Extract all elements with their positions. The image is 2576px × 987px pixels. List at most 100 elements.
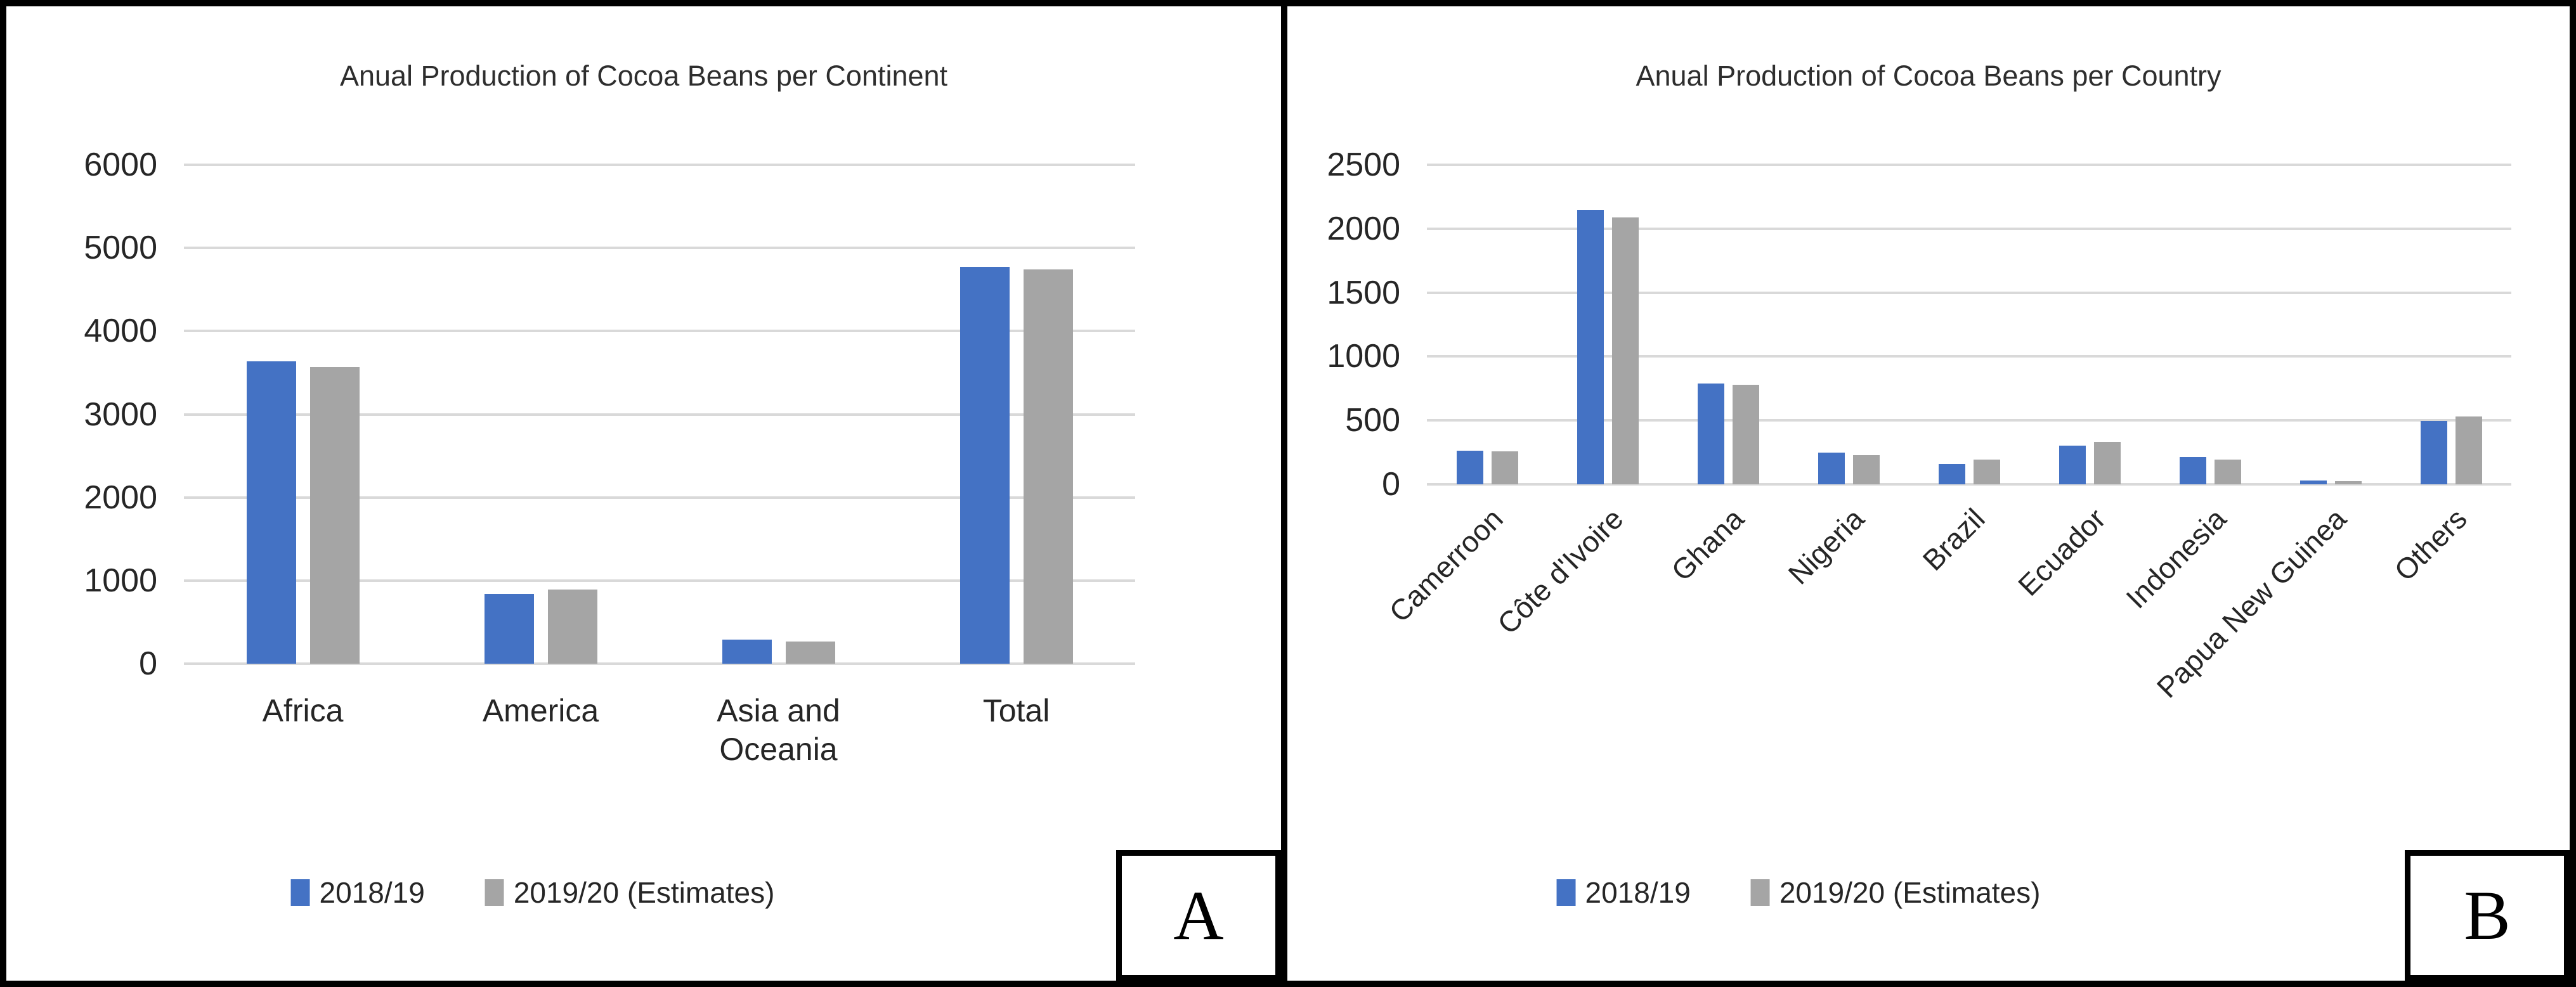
bar-pair bbox=[484, 590, 597, 664]
category-slot bbox=[1909, 165, 2029, 484]
bar-2018/19-Ecuador bbox=[2059, 446, 2086, 484]
category-slot bbox=[660, 165, 897, 664]
bar-2018/19-Asia and Oceania bbox=[722, 640, 772, 664]
bar-2018/19-Brazil bbox=[1938, 464, 1965, 484]
bars-layer bbox=[1427, 165, 2511, 484]
category-slot bbox=[1668, 165, 1788, 484]
panel-letter-a: A bbox=[1173, 877, 1224, 954]
bar-2018/19-Indonesia bbox=[2179, 457, 2206, 484]
category-slot bbox=[1547, 165, 1668, 484]
bar-2019/20-Nigeria bbox=[1852, 455, 1880, 484]
bar-2019/20-Côte d'Ivoire bbox=[1611, 217, 1639, 484]
legend-item-2018-19: 2018/19 bbox=[1556, 875, 1691, 910]
x-axis-label: America bbox=[482, 693, 599, 728]
y-axis-tick-label: 0 bbox=[1382, 466, 1400, 503]
legend-item-2019-20: 2019/20 (Estimates) bbox=[1750, 875, 2041, 910]
plot-area: 0 500 1000 1500 2000 2500 Camerroon Côte d'Ivoi… bbox=[1327, 148, 2511, 704]
bar-pair bbox=[2059, 442, 2121, 484]
legend-label-2019-20: 2019/20 (Estimates) bbox=[513, 876, 775, 909]
y-axis-tick-label: 5000 bbox=[84, 229, 157, 267]
legend-label-2018-19: 2018/19 bbox=[319, 876, 425, 909]
bar-2018/19-Papua New Guinea bbox=[2300, 481, 2327, 484]
gridline-500 bbox=[1427, 419, 2511, 422]
legend-label-2018-19: 2018/19 bbox=[1585, 876, 1691, 909]
y-axis-tick-label: 1000 bbox=[1327, 338, 1400, 375]
legend-item-2019-20: 2019/20 (Estimates) bbox=[485, 875, 775, 910]
legend-label-2019-20: 2019/20 (Estimates) bbox=[1779, 876, 2041, 909]
bar-pair bbox=[1818, 453, 1880, 484]
gridline-1500 bbox=[1427, 291, 2511, 294]
bar-2019/20-Asia and Oceania bbox=[785, 642, 835, 664]
category-slot bbox=[2029, 165, 2150, 484]
legend: 2018/19 2019/20 (Estimates) bbox=[290, 875, 775, 910]
y-axis-tick-label: 500 bbox=[1345, 402, 1400, 439]
bar-2019/20-Total bbox=[1023, 269, 1073, 664]
bar-2019/20-Ghana bbox=[1732, 385, 1759, 484]
category-slot bbox=[422, 165, 660, 664]
bar-2019/20-America bbox=[547, 590, 597, 664]
bar-2018/19-Ghana bbox=[1697, 384, 1724, 484]
x-axis-label: Indonesia bbox=[2119, 501, 2232, 615]
legend-swatch-2019-20 bbox=[1750, 879, 1770, 906]
gridline-2000 bbox=[1427, 227, 2511, 230]
x-axis-label: Total bbox=[982, 693, 1050, 728]
x-axis-label: Camerroon bbox=[1382, 501, 1509, 629]
figure-panel-a: Anual Production of Cocoa Beans per Cont… bbox=[6, 6, 1281, 981]
bar-2019/20-Papua New Guinea bbox=[2334, 481, 2362, 484]
category-slot bbox=[1788, 165, 1909, 484]
legend-item-2018-19: 2018/19 bbox=[290, 875, 425, 910]
x-axis-label: Ghana bbox=[1665, 501, 1750, 588]
bar-pair bbox=[1577, 210, 1639, 484]
bars-layer bbox=[184, 165, 1135, 664]
figure-panel-b: Anual Production of Cocoa Beans per Coun… bbox=[1281, 6, 2570, 981]
x-axis-label: Côte d'Ivoire bbox=[1491, 501, 1630, 641]
legend-swatch-2019-20 bbox=[485, 879, 504, 906]
bar-2019/20-Brazil bbox=[1973, 460, 2000, 484]
gridline-0 bbox=[184, 662, 1135, 665]
chart-title: Anual Production of Cocoa Beans per Cont… bbox=[339, 60, 948, 92]
x-axis-label: Nigeria bbox=[1781, 501, 1871, 591]
x-axis-labels: Africa America Asia and Oceania Total bbox=[184, 692, 1135, 769]
bar-2018/19-Total bbox=[959, 267, 1010, 664]
x-axis-label: Ecuador bbox=[2011, 501, 2112, 602]
bar-2019/20-Indonesia bbox=[2214, 460, 2241, 484]
bar-2018/19-Others bbox=[2420, 421, 2447, 484]
gridline-1000 bbox=[184, 579, 1135, 582]
bar-pair bbox=[246, 361, 360, 664]
bar-2018/19-America bbox=[484, 594, 534, 664]
bar-pair bbox=[1456, 451, 1518, 484]
bar-2019/20-Others bbox=[2455, 416, 2482, 484]
y-axis-tick-label: 1000 bbox=[84, 562, 157, 599]
chart-title: Anual Production of Cocoa Beans per Coun… bbox=[1636, 60, 2221, 92]
panel-letter-box-b: B bbox=[2405, 850, 2570, 981]
bar-2018/19-Nigeria bbox=[1818, 453, 1845, 484]
legend-swatch-2018-19 bbox=[290, 879, 310, 906]
bar-pair bbox=[959, 267, 1073, 664]
y-axis-tick-label: 2500 bbox=[1327, 146, 1400, 183]
panel-letter-box-a: A bbox=[1116, 850, 1281, 981]
gridline-0 bbox=[1427, 483, 2511, 486]
gridline-1000 bbox=[1427, 355, 2511, 358]
y-axis-tick-label: 1500 bbox=[1327, 274, 1400, 311]
x-axis-label: Asia and Oceania bbox=[717, 693, 840, 767]
gridline-2500 bbox=[1427, 164, 2511, 166]
y-axis-tick-label: 3000 bbox=[84, 396, 157, 433]
gridline-6000 bbox=[184, 164, 1135, 166]
y-axis-tick-label: 2000 bbox=[84, 479, 157, 516]
legend: 2018/19 2019/20 (Estimates) bbox=[1556, 875, 2041, 910]
bar-2019/20-Camerroon bbox=[1491, 451, 1518, 484]
y-axis-tick-label: 6000 bbox=[84, 146, 157, 183]
bar-pair bbox=[2179, 457, 2241, 484]
bar-2018/19-Africa bbox=[246, 361, 296, 664]
bar-pair bbox=[2300, 481, 2362, 484]
x-axis-label: Africa bbox=[262, 693, 344, 728]
category-slot bbox=[1427, 165, 1547, 484]
legend-swatch-2018-19 bbox=[1556, 879, 1576, 906]
category-slot bbox=[184, 165, 422, 664]
panel-letter-b: B bbox=[2464, 877, 2511, 954]
bar-pair bbox=[2420, 416, 2482, 484]
category-slot bbox=[2270, 165, 2391, 484]
x-axis-label: Brazil bbox=[1916, 501, 1991, 577]
plot-area: 0 1000 2000 3000 4000 5000 6000 Africa America As… bbox=[84, 148, 1135, 767]
